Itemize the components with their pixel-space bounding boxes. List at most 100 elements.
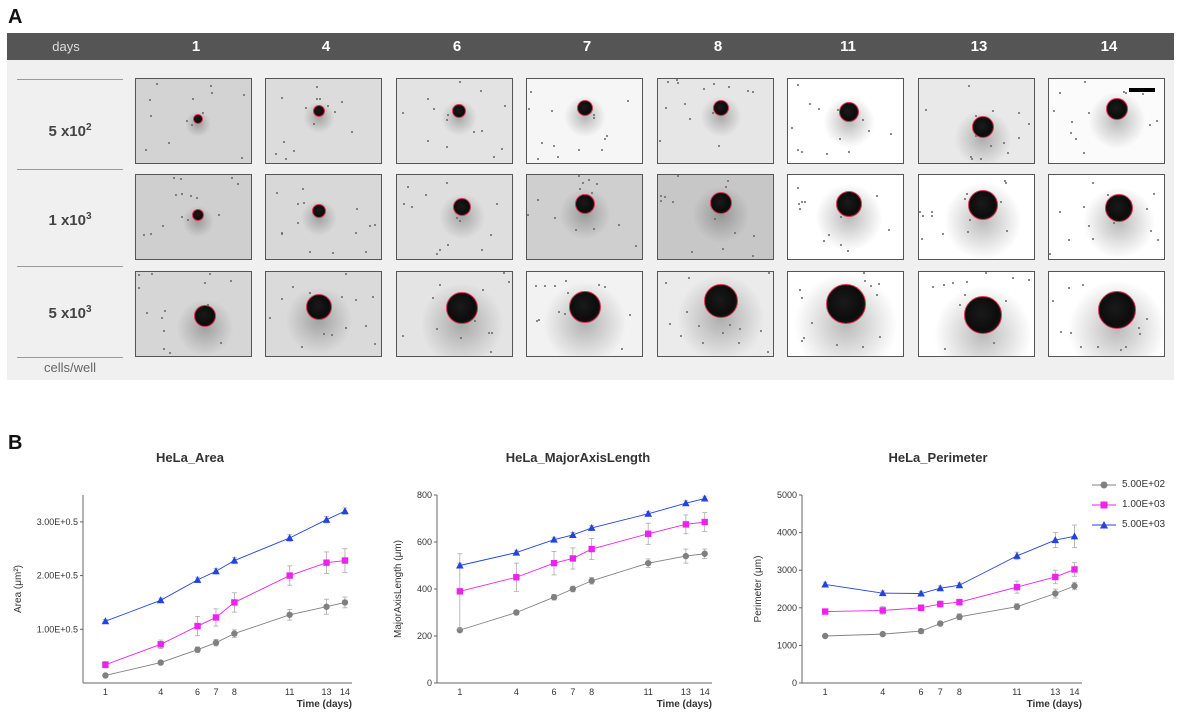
data-point [1013,551,1021,559]
data-point [917,627,925,635]
data-point [879,607,886,614]
data-point [701,550,708,557]
spheroid-image [918,78,1035,164]
spheroid-contour [452,104,466,118]
spheroid-contour [453,198,471,216]
spheroid-image [918,174,1035,260]
spheroid-contour [836,191,862,217]
day-header-1: 1 [191,38,201,55]
series-line [459,498,705,566]
y-tick-label: 1.00E+0.5 [37,624,78,634]
x-tick-label: 6 [552,687,557,697]
data-point [955,581,964,589]
spheroid-image [265,78,382,164]
data-point [1071,566,1078,573]
y-tick-label: 200 [417,631,432,641]
data-point [212,567,220,575]
data-point [1013,603,1021,610]
data-point [956,598,963,606]
series-line [105,510,346,622]
spheroid-contour [306,294,332,320]
data-point [341,557,349,564]
y-tick-label: 2.00E+0.5 [37,571,78,581]
spheroid-contour [972,116,994,138]
spheroid-contour [826,284,866,324]
y-tick-label: 400 [417,584,432,594]
series-line [825,569,1075,613]
data-point [917,604,925,611]
data-point [231,630,238,637]
data-point [569,555,577,562]
data-point [285,533,294,541]
x-tick-label: 13 [1050,687,1060,697]
x-tick-label: 1 [103,687,108,697]
y-tick-label: 3000 [777,565,797,575]
spheroid-image [1048,174,1165,260]
data-point [936,584,945,592]
data-point [587,523,596,531]
x-tick-label: 11 [285,687,294,697]
data-point [1013,583,1021,591]
spheroid-image [787,78,904,164]
day-header-8: 8 [713,38,723,55]
data-point [1071,582,1078,590]
row-divider [17,169,123,170]
data-point [341,507,349,515]
spheroid-image [918,271,1035,357]
data-point [193,575,202,583]
data-point [323,559,330,566]
spheroid-image [135,174,252,260]
data-point [700,494,709,502]
series-line [825,585,1075,637]
spheroid-image [135,271,252,357]
y-tick-label: 0 [792,678,797,688]
data-point [341,599,349,606]
spheroid-contour [569,291,601,323]
data-point [156,596,165,604]
x-tick-label: 13 [322,687,332,697]
spheroid-contour [1106,98,1128,120]
days-label: days [52,39,80,54]
data-point [456,626,464,634]
data-point [102,661,109,668]
x-tick-label: 7 [213,687,218,697]
x-tick-label: 8 [957,687,962,697]
data-point [550,535,558,543]
spheroid-contour [446,292,478,324]
data-point [1052,590,1059,597]
spheroid-image [265,271,382,357]
data-point [230,556,239,564]
days-header-bar: days 1 4 6 7 8 11 13 14 [7,33,1174,60]
data-point [569,585,577,593]
spheroid-contour [193,114,203,124]
spheroid-image [135,78,252,164]
data-point [212,639,220,646]
data-point [456,561,464,569]
x-tick-label: 11 [644,687,653,697]
x-tick-label: 4 [158,687,163,697]
spheroid-contour [713,100,729,116]
data-point [1051,536,1060,544]
data-point [101,617,110,625]
data-point [1070,532,1079,540]
y-tick-label: 5000 [777,490,797,500]
spheroid-image [396,174,513,260]
data-point [569,530,577,538]
row-divider [17,79,123,80]
data-point [513,574,520,581]
data-point [879,630,886,638]
data-point [322,515,331,523]
data-point [1052,573,1059,581]
data-point [157,659,164,666]
x-axis-label: Time (days) [1027,699,1082,710]
data-point [588,577,595,584]
x-tick-label: 1 [457,687,462,697]
data-point [937,620,944,627]
data-point [323,603,330,610]
spheroid-contour [313,105,325,117]
spheroid-image [787,174,904,260]
data-point [157,641,164,648]
data-point [821,608,829,615]
data-point [212,614,220,621]
